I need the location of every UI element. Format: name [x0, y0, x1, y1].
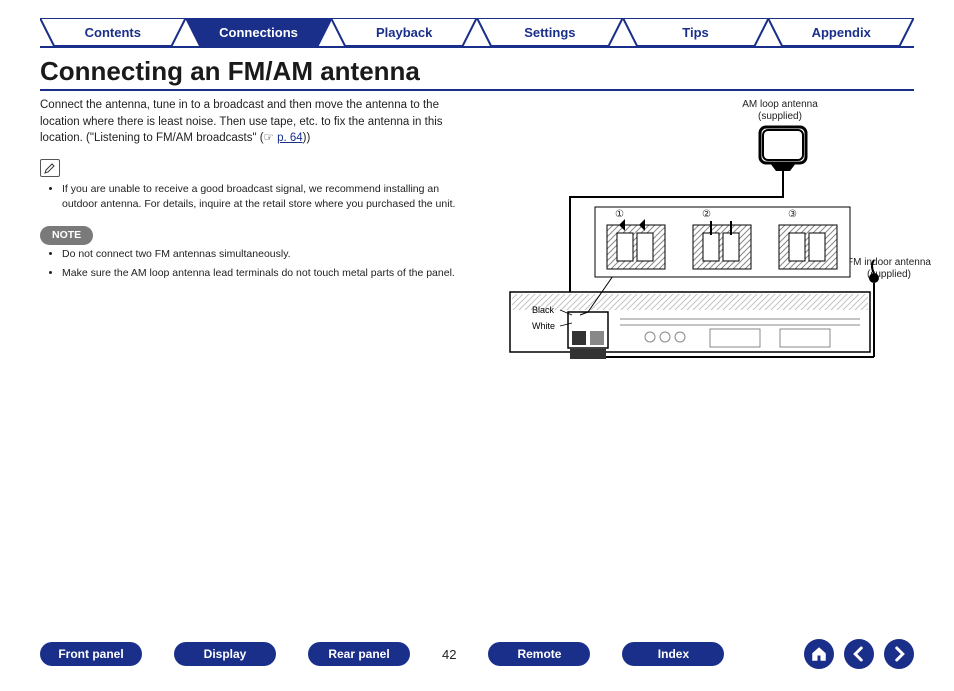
- rear-panel-button[interactable]: Rear panel: [308, 642, 410, 666]
- tab-label: Connections: [219, 25, 298, 40]
- tab-label: Tips: [682, 25, 709, 40]
- remote-button[interactable]: Remote: [488, 642, 590, 666]
- page-number: 42: [442, 647, 456, 662]
- tab-label: Settings: [524, 25, 575, 40]
- tab-tips[interactable]: Tips: [623, 18, 769, 46]
- forward-icon[interactable]: [884, 639, 914, 669]
- note-list: Do not connect two FM antennas simultane…: [50, 247, 460, 280]
- note-badge: NOTE: [40, 226, 93, 245]
- display-button[interactable]: Display: [174, 642, 276, 666]
- tip-list: If you are unable to receive a good broa…: [50, 182, 460, 212]
- top-tabs: Contents Connections Playback Settings T…: [40, 18, 914, 48]
- left-column: Connect the antenna, tune in to a broadc…: [40, 97, 460, 291]
- tab-label: Playback: [376, 25, 432, 40]
- wire-black-label: Black: [532, 305, 555, 315]
- index-button[interactable]: Index: [622, 642, 724, 666]
- back-icon[interactable]: [844, 639, 874, 669]
- tab-label: Contents: [85, 25, 141, 40]
- page-link[interactable]: p. 64: [277, 132, 303, 144]
- intro-text: Connect the antenna, tune in to a broadc…: [40, 99, 443, 144]
- tab-appendix[interactable]: Appendix: [768, 18, 914, 46]
- content-area: Connect the antenna, tune in to a broadc…: [40, 97, 914, 291]
- pencil-icon: [40, 159, 60, 177]
- connection-diagram: Black White: [480, 97, 910, 407]
- tab-label: Appendix: [812, 25, 871, 40]
- note-item: Make sure the AM loop antenna lead termi…: [62, 266, 460, 281]
- bottom-bar: Front panel Display Rear panel 42 Remote…: [40, 639, 914, 669]
- tab-settings[interactable]: Settings: [477, 18, 623, 46]
- diagram-area: AM loop antenna (supplied) FM indoor ant…: [480, 97, 914, 291]
- intro-paragraph: Connect the antenna, tune in to a broadc…: [40, 97, 460, 147]
- tab-connections[interactable]: Connections: [186, 18, 332, 46]
- wire-white-label: White: [532, 321, 555, 331]
- tab-contents[interactable]: Contents: [40, 18, 186, 46]
- callout-2: ②: [702, 209, 711, 221]
- callout-1: ①: [615, 209, 624, 221]
- note-item: Do not connect two FM antennas simultane…: [62, 247, 460, 262]
- nav-icons: [804, 639, 914, 669]
- callout-3: ③: [788, 209, 797, 221]
- front-panel-button[interactable]: Front panel: [40, 642, 142, 666]
- page-title: Connecting an FM/AM antenna: [40, 56, 914, 91]
- tab-playback[interactable]: Playback: [331, 18, 477, 46]
- intro-after: )): [303, 132, 311, 144]
- home-icon[interactable]: [804, 639, 834, 669]
- tip-item: If you are unable to receive a good broa…: [62, 182, 460, 212]
